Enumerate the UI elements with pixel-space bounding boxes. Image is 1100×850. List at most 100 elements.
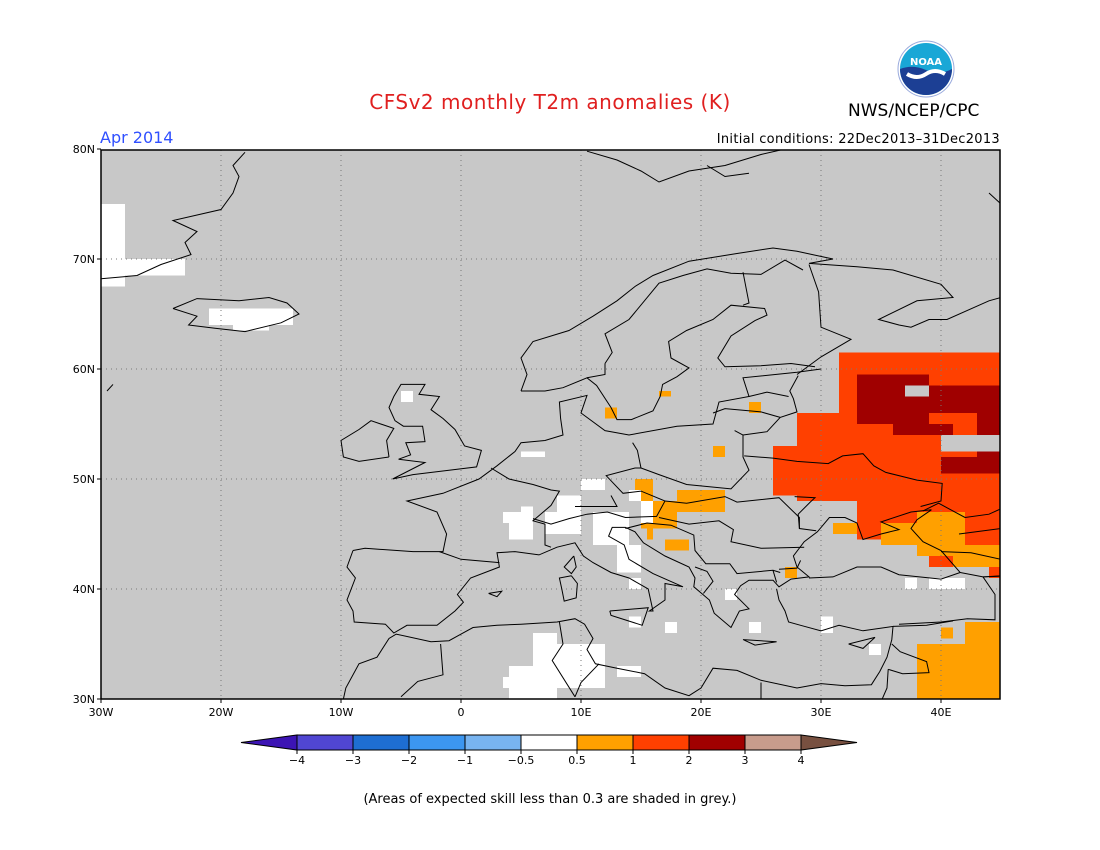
coastline-path — [625, 522, 781, 575]
anomaly-cell — [629, 616, 641, 628]
anomaly-cell — [665, 539, 689, 551]
coastline-path — [748, 391, 789, 397]
legend-swatch — [744, 734, 802, 751]
agency-label: NWS/NCEP/CPC — [848, 101, 980, 121]
period-label: Apr 2014 — [100, 128, 174, 147]
lon-tick-label: 20E — [691, 706, 712, 719]
coastline-path — [400, 643, 444, 698]
legend-swatch — [688, 734, 746, 751]
lat-tick-label: 70N — [73, 253, 95, 266]
anomaly-cell — [989, 567, 1000, 578]
coastline-path — [922, 502, 1000, 519]
anomaly-cell — [401, 391, 413, 402]
anomaly-cell — [869, 644, 881, 655]
legend-swatch — [352, 734, 410, 751]
coastline-path — [172, 296, 300, 333]
logo-text: NOAA — [910, 57, 942, 68]
coastline-path — [796, 264, 853, 375]
coastlines — [101, 150, 1000, 699]
coastline-path — [888, 643, 930, 675]
coastline-path — [586, 363, 606, 379]
anomaly-cell — [749, 622, 761, 633]
lon-tick-labels: 30W 20W 10W 0 10E 20E 30E 40E — [89, 699, 952, 719]
anomaly-cell — [629, 578, 641, 589]
legend-label: −3 — [345, 754, 361, 767]
lon-tick-label: 30E — [811, 706, 832, 719]
coastline-path — [575, 495, 618, 507]
anomaly-cell — [881, 523, 917, 545]
anomaly-cells — [101, 204, 1000, 699]
legend-label: 4 — [798, 754, 805, 767]
coastline-path — [342, 588, 894, 699]
coastline-path — [742, 272, 750, 306]
coastline-path — [388, 383, 483, 480]
anomaly-cell — [797, 413, 839, 501]
legend-swatch — [632, 734, 690, 751]
lon-tick-label: 10W — [329, 706, 354, 719]
anomaly-cell — [557, 495, 581, 512]
coastline-path — [988, 192, 1000, 204]
anomaly-cell — [941, 627, 953, 639]
coastline-path — [712, 408, 781, 418]
anomaly-cell — [209, 308, 293, 325]
anomaly-cell — [641, 501, 653, 523]
coastline-path — [609, 607, 649, 626]
coastline-path — [958, 528, 1000, 535]
lon-tick-label: 20W — [209, 706, 234, 719]
anomaly-cell — [659, 391, 671, 397]
anomaly-cell — [617, 666, 641, 677]
legend-label: 2 — [686, 754, 693, 767]
legend-label: −0.5 — [508, 754, 535, 767]
coastline-path — [744, 453, 943, 507]
coastline-path — [439, 551, 500, 564]
anomaly-cell — [905, 385, 929, 397]
anomaly-cell — [593, 512, 629, 545]
coastline-path — [101, 151, 246, 280]
anomaly-cell — [665, 622, 677, 633]
coastline-path — [574, 663, 600, 697]
anomaly-cell — [785, 567, 797, 578]
anomaly-cell — [521, 506, 533, 523]
coastline-path — [892, 620, 954, 627]
coastline-path — [490, 467, 561, 548]
map-frame — [100, 149, 1001, 700]
chart-title: CFSv2 monthly T2m anomalies (K) — [369, 90, 731, 114]
coastline-path — [340, 420, 395, 462]
anomaly-cell — [941, 435, 1000, 452]
legend-swatch — [464, 734, 522, 751]
legend-swatch — [576, 734, 634, 751]
anomaly-cell — [509, 523, 533, 540]
coastline-path — [586, 150, 783, 183]
lat-tick-label: 40N — [73, 583, 95, 596]
coastline-path — [658, 517, 805, 549]
anomaly-cell — [713, 446, 725, 457]
legend-label: −2 — [401, 754, 417, 767]
legend-label: −1 — [457, 754, 473, 767]
anomaly-cell — [647, 528, 653, 540]
lat-tick-labels: 80N 70N 60N 50N 40N 30N — [73, 143, 101, 706]
coastline-path — [604, 259, 804, 364]
anomaly-cell — [821, 616, 833, 633]
lat-tick-label: 50N — [73, 473, 95, 486]
coastline-path — [352, 368, 822, 553]
initial-conditions: Initial conditions: 22Dec2013–31Dec2013 — [716, 132, 1000, 147]
coastline-path — [794, 496, 817, 529]
anomaly-cell — [749, 402, 761, 413]
lat-tick-label: 80N — [73, 143, 95, 156]
coastline-path — [106, 384, 114, 392]
coastline-path — [742, 639, 777, 646]
coastline-path — [558, 575, 578, 602]
anomaly-cell — [857, 374, 929, 424]
legend-label: 3 — [742, 754, 749, 767]
anomaly-cell — [965, 622, 1000, 644]
lat-tick-label: 60N — [73, 363, 95, 376]
coastline-path — [848, 636, 876, 649]
coastline-path — [940, 551, 1000, 578]
coastline-path — [778, 560, 802, 570]
legend-label: −4 — [289, 754, 305, 767]
anomaly-cell — [101, 204, 125, 287]
anomaly-cell — [581, 479, 605, 490]
anomaly-cell — [521, 451, 545, 457]
anomaly-cell — [725, 589, 737, 600]
coastline-path — [706, 165, 750, 178]
